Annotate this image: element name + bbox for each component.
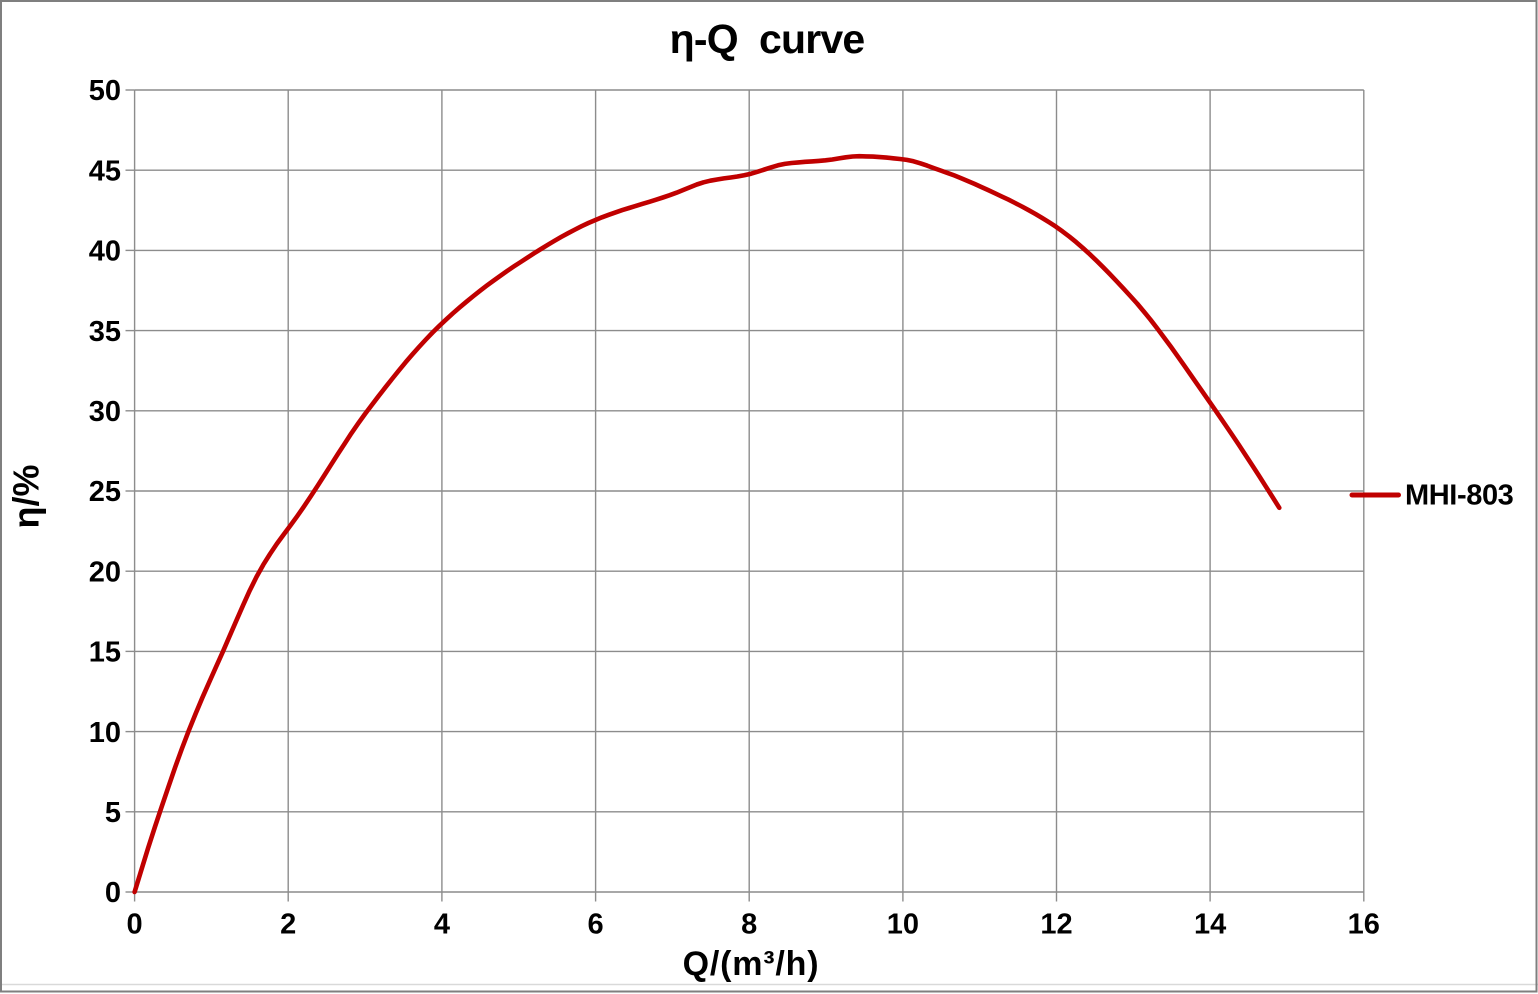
svg-text:14: 14 bbox=[1194, 909, 1226, 941]
svg-text:10: 10 bbox=[887, 909, 919, 941]
svg-text:16: 16 bbox=[1348, 909, 1380, 941]
svg-text:Q/(m³/h): Q/(m³/h) bbox=[683, 945, 820, 983]
svg-text:20: 20 bbox=[89, 556, 121, 588]
svg-text:5: 5 bbox=[105, 797, 121, 829]
svg-text:0: 0 bbox=[105, 877, 121, 909]
svg-text:8: 8 bbox=[741, 909, 757, 941]
svg-text:MHI-803: MHI-803 bbox=[1405, 480, 1514, 512]
svg-text:10: 10 bbox=[89, 717, 121, 749]
svg-text:6: 6 bbox=[588, 909, 604, 941]
svg-text:12: 12 bbox=[1040, 909, 1072, 941]
svg-text:2: 2 bbox=[280, 909, 296, 941]
svg-text:25: 25 bbox=[89, 476, 121, 508]
svg-text:40: 40 bbox=[89, 236, 121, 268]
svg-text:35: 35 bbox=[89, 316, 121, 348]
svg-text:45: 45 bbox=[89, 155, 121, 187]
svg-text:15: 15 bbox=[89, 637, 121, 669]
svg-text:η-Q curve: η-Q curve bbox=[670, 16, 865, 62]
svg-text:0: 0 bbox=[127, 909, 143, 941]
svg-text:4: 4 bbox=[434, 909, 450, 941]
svg-text:30: 30 bbox=[89, 396, 121, 428]
svg-text:η/%: η/% bbox=[6, 464, 47, 528]
svg-text:50: 50 bbox=[89, 75, 121, 107]
